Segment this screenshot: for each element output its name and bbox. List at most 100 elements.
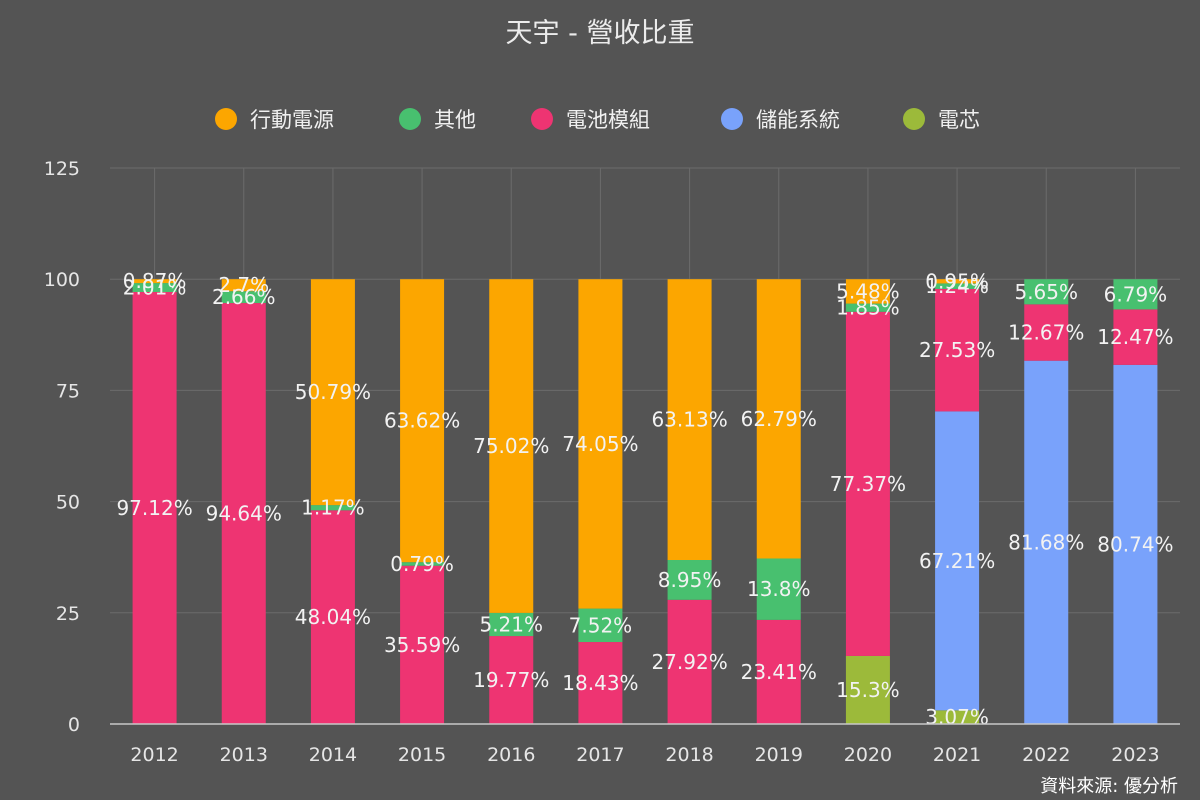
bar-segment[interactable] [1024,304,1069,361]
bar-segment[interactable] [935,411,980,711]
data-label: 0.95% [925,269,989,293]
bar-segment[interactable] [132,292,177,724]
x-tick-label: 2018 [665,744,713,766]
y-tick-label: 100 [44,269,80,291]
data-label: 50.79% [295,380,371,404]
legend-item[interactable]: 電池模組 [531,108,650,132]
bar-segment[interactable] [1113,279,1158,310]
x-tick-label: 2015 [398,744,446,766]
source-note: 資料來源: 優分析 [1040,776,1178,797]
legend-item[interactable]: 其他 [399,108,476,132]
bar-segment[interactable] [756,619,801,724]
data-label: 5.48% [836,279,900,303]
data-label: 94.64% [206,502,282,526]
bar-segment[interactable] [845,311,890,656]
legend-item[interactable]: 儲能系統 [721,108,840,132]
bar-segment[interactable] [845,655,890,724]
bar-segment[interactable] [578,608,623,643]
data-label: 23.41% [741,660,817,684]
data-label: 63.13% [651,408,727,432]
y-tick-label: 25 [56,603,80,625]
bar-segment[interactable] [310,510,355,724]
bar-segment[interactable] [1113,364,1158,724]
bar-segment[interactable] [1024,279,1069,305]
x-tick-label: 2012 [130,744,178,766]
data-label: 48.04% [295,605,371,629]
bar-segment[interactable] [667,599,712,724]
x-tick-label: 2022 [1022,744,1070,766]
x-tick-label: 2016 [487,744,535,766]
bar-segment[interactable] [221,279,266,292]
legend-swatch [721,108,743,130]
bar-segment[interactable] [845,279,890,304]
x-tick-label: 2017 [576,744,624,766]
x-tick-label: 2014 [309,744,357,766]
bar-segment[interactable] [756,279,801,559]
y-tick-label: 50 [56,492,80,514]
data-label: 62.79% [741,407,817,431]
bar-segment[interactable] [489,279,534,613]
data-label: 3.07% [925,705,989,729]
data-label: 6.79% [1104,282,1168,306]
data-label: 2.66% [212,285,276,309]
bar-segment[interactable] [667,279,712,561]
bar-segment[interactable] [756,558,801,620]
y-tick-label: 0 [68,714,80,736]
data-label: 2.01% [123,276,187,300]
bar-segment[interactable] [578,279,623,609]
data-label: 8.95% [658,568,722,592]
legend-label: 電池模組 [566,108,650,132]
legend-item[interactable]: 電芯 [903,108,980,132]
bar-segment[interactable] [578,642,623,724]
bar-segment[interactable] [935,288,980,412]
y-tick-label: 75 [56,380,80,402]
y-tick-label: 125 [44,158,80,180]
legend-label: 行動電源 [250,108,334,132]
data-label: 13.8% [747,577,811,601]
bar-segment[interactable] [489,612,534,637]
x-tick-label: 2013 [220,744,268,766]
legend[interactable]: 行動電源 其他 電池模組 儲能系統 電芯 [215,108,980,132]
legend-swatch [399,108,421,130]
legend-label: 儲能系統 [756,108,840,132]
bar-segment[interactable] [400,565,445,724]
data-label-layer: 15.3% 3.07% 67.21% 81.68% 80.74% 97.12% 94.64%… [116,269,1173,729]
data-label: 19.77% [473,668,549,692]
data-label: 27.53% [919,338,995,362]
bar-segment[interactable] [132,279,177,284]
bar-segment[interactable] [1024,360,1069,724]
data-label: 1.17% [301,496,365,520]
bar-segment[interactable] [845,303,890,312]
data-label: 81.68% [1008,530,1084,554]
bar-segment[interactable] [400,279,445,563]
bar-segment[interactable] [221,303,266,724]
bar-segment[interactable] [1113,309,1158,365]
data-label: 12.47% [1097,325,1173,349]
chart-title: 天宇 - 營收比重 [506,18,695,49]
data-label: 63.62% [384,409,460,433]
legend-label: 電芯 [938,108,980,132]
data-label: 77.37% [830,472,906,496]
legend-item[interactable]: 行動電源 [215,108,334,132]
bar-segment[interactable] [667,560,712,600]
bar-segment[interactable] [935,283,980,289]
bar-segment[interactable] [310,279,355,506]
legend-label: 其他 [434,108,476,132]
x-tick-label: 2023 [1111,744,1159,766]
data-label: 18.43% [562,671,638,695]
bar-segment[interactable] [400,562,445,566]
data-label: 7.52% [569,613,633,637]
bar-segment[interactable] [935,710,980,724]
data-label: 75.02% [473,434,549,458]
bar-segment[interactable] [310,505,355,511]
bar-segment[interactable] [489,636,534,724]
bar-segment[interactable] [132,283,177,293]
bar-segment[interactable] [221,291,266,304]
x-tick-label: 2021 [933,744,981,766]
x-tick-label: 2019 [755,744,803,766]
data-label: 74.05% [562,432,638,456]
bar-segment[interactable] [935,279,980,284]
data-label: 5.65% [1014,280,1078,304]
